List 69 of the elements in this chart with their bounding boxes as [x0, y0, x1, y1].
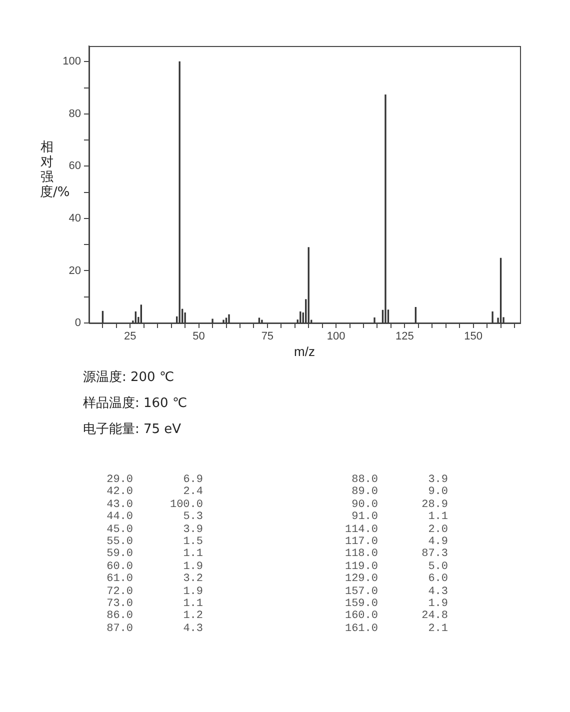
text: 28.9: [422, 498, 448, 511]
x-tick-label: 25: [124, 330, 136, 343]
text: 1.1: [428, 511, 448, 524]
category-label: 161.0: [344, 622, 378, 636]
y-tick-label: 80: [68, 108, 81, 120]
y-axis-title: 相对强度/%: [40, 140, 70, 200]
text: 2.4: [183, 486, 203, 498]
y-tick-label: 20: [68, 264, 81, 277]
x-axis-title: m/z: [294, 344, 315, 359]
x-tick-label: 75: [261, 330, 274, 343]
category-label: 90.0: [350, 498, 378, 512]
category-label: 61.0: [106, 573, 133, 586]
y-tick-label: 0: [74, 317, 81, 330]
text: 4.9: [428, 536, 448, 548]
text: 2.1: [428, 622, 448, 635]
category-label: 73.0: [106, 598, 133, 610]
category-label: 118.0: [344, 548, 378, 561]
category-label: 117.0: [344, 536, 378, 548]
text: 2.0: [428, 524, 448, 536]
x-tick-label: 50: [192, 330, 205, 343]
category-label: 91.0: [350, 511, 378, 524]
text: 87.3: [422, 548, 448, 560]
text: 5.3: [183, 511, 203, 524]
y-tick-label: 100: [62, 56, 81, 68]
text: 电子能量: 75 eV: [83, 421, 182, 438]
category-label: 119.0: [344, 560, 378, 574]
category-label: 160.0: [344, 610, 378, 623]
text: 源温度: 200 ℃: [83, 369, 174, 386]
text: 6.0: [428, 573, 448, 586]
category-label: 89.0: [350, 486, 378, 499]
text: 4.3: [183, 622, 203, 635]
text: 6.9: [183, 474, 203, 486]
text: 1.9: [183, 586, 203, 598]
text: 1.9: [183, 560, 203, 573]
text: 1.1: [183, 548, 203, 560]
text: 样品温度: 160 ℃: [83, 395, 188, 412]
text: 9.0: [428, 486, 448, 498]
text: 3.9: [183, 524, 203, 536]
text: 3.9: [428, 474, 448, 486]
category-label: 87.0: [106, 622, 133, 636]
y-tick-label: 60: [68, 160, 81, 172]
category-label: 114.0: [344, 524, 378, 536]
category-label: 159.0: [344, 598, 378, 610]
text: 1.1: [183, 598, 203, 610]
text: 3.2: [183, 573, 203, 586]
category-label: 60.0: [106, 560, 133, 574]
category-label: 88.0: [350, 474, 378, 486]
text: 1.2: [183, 610, 203, 622]
category-label: 43.0: [106, 498, 133, 512]
x-tick-label: 125: [396, 330, 414, 343]
category-label: 72.0: [106, 586, 133, 598]
text: 100.0: [170, 498, 203, 511]
category-label: 86.0: [106, 610, 133, 623]
category-label: 45.0: [106, 524, 133, 536]
category-label: 29.0: [106, 474, 133, 486]
category-label: 44.0: [106, 511, 133, 524]
x-tick-label: 150: [464, 330, 483, 343]
text: 4.3: [428, 586, 448, 598]
category-label: 59.0: [106, 548, 133, 561]
text: 24.8: [422, 610, 448, 622]
text: 1.5: [183, 536, 203, 548]
x-tick-label: 100: [326, 330, 346, 343]
category-label: 157.0: [344, 586, 378, 598]
category-label: 129.0: [344, 573, 378, 586]
category-label: 42.0: [106, 486, 133, 499]
text: 5.0: [428, 560, 448, 573]
y-tick-label: 40: [68, 212, 81, 225]
text: 1.9: [428, 598, 448, 610]
category-label: 55.0: [106, 536, 133, 548]
